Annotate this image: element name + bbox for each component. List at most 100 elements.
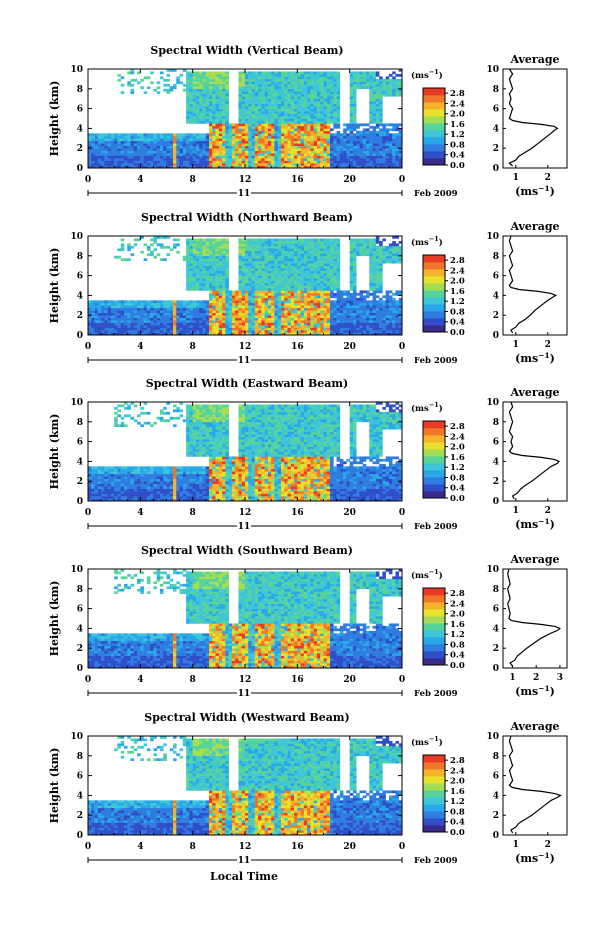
y-tick-label: 6 (77, 438, 83, 448)
colorbar-tick-label: 0.8 (450, 807, 465, 817)
colorbar-unit-label: (ms−1) (411, 68, 443, 81)
y-axis-label: Height (km) (48, 748, 61, 824)
colorbar-tick-label: 0.0 (450, 328, 465, 338)
colorbar-segment (423, 616, 445, 624)
colorbar-unit-label: (ms−1) (411, 401, 443, 414)
y-tick-label: 8 (77, 752, 83, 762)
avg-y-tick-label: 6 (493, 272, 499, 282)
avg-y-tick-label: 2 (493, 644, 499, 654)
avg-y-tick-label: 2 (493, 477, 499, 487)
y-axis-label: Height (km) (48, 581, 61, 657)
day-label: 11 (238, 356, 251, 366)
colorbar-frame (422, 754, 446, 833)
colorbar-segment (423, 102, 445, 110)
x-tick-label: 16 (291, 342, 304, 352)
colorbar-frame (422, 587, 446, 666)
x-tick-label: 0 (399, 175, 405, 185)
colorbar-tick-label: 2.0 (450, 277, 465, 287)
y-tick-label: 4 (77, 124, 83, 134)
colorbar-tick-label: 2.8 (450, 756, 465, 766)
colorbar-tick-label: 1.2 (450, 297, 465, 307)
colorbar-segment (423, 651, 445, 659)
panel-4: Spectral Width (Southward Beam)0246810He… (48, 544, 568, 699)
date-label: Feb 2009 (414, 856, 458, 866)
colorbar-segment (423, 151, 445, 159)
colorbar-segment (423, 449, 445, 457)
x-tick-label: 20 (343, 508, 356, 518)
colorbar-segment (423, 95, 445, 103)
colorbar-tick-label: 0.4 (450, 651, 465, 661)
avg-y-tick-label: 2 (493, 811, 499, 821)
colorbar-segment (423, 484, 445, 492)
avg-y-tick-label: 8 (493, 85, 499, 95)
colorbar-tick-label: 2.4 (450, 599, 465, 609)
y-axis-label: Height (km) (48, 81, 61, 157)
x-tick-label: 8 (190, 508, 196, 518)
x-tick-label: 0 (85, 675, 91, 685)
average-frame (502, 735, 568, 836)
colorbar-tick-label: 2.8 (450, 89, 465, 99)
average-frame (502, 235, 568, 336)
heatmap-field (88, 736, 402, 835)
colorbar-frame (422, 87, 446, 166)
colorbar-tick-label: 1.6 (450, 287, 465, 297)
colorbar-segment (423, 609, 445, 617)
x-tick-label: 0 (85, 342, 91, 352)
y-tick-label: 4 (77, 624, 83, 634)
colorbar-tick-label: 1.2 (450, 797, 465, 807)
colorbar-segment (423, 318, 445, 326)
x-tick-label: 12 (239, 675, 252, 685)
x-tick-label: 4 (137, 675, 143, 685)
colorbar-tick-label: 2.4 (450, 432, 465, 442)
panel-title: Spectral Width (Vertical Beam) (150, 44, 343, 57)
average-profile-line (508, 401, 560, 500)
avg-y-tick-label: 8 (493, 252, 499, 262)
avg-y-tick-label: 8 (493, 418, 499, 428)
x-tick-label: 8 (190, 842, 196, 852)
colorbar-tick-label: 0.4 (450, 318, 465, 328)
colorbar-tick-label: 1.2 (450, 130, 465, 140)
colorbar-segment (423, 491, 445, 499)
y-axis-label: Height (km) (48, 414, 61, 490)
average-frame (502, 68, 568, 169)
avg-y-tick-label: 10 (486, 565, 499, 575)
day-label-bg (237, 854, 251, 865)
y-tick-label: 10 (70, 65, 83, 75)
colorbar-segment (423, 123, 445, 131)
avg-x-tick-label: 2 (545, 340, 551, 350)
x-tick-label: 20 (343, 675, 356, 685)
day-label: 11 (238, 522, 251, 532)
colorbar-tick-label: 2.0 (450, 443, 465, 453)
colorbar-tick-label: 2.4 (450, 266, 465, 276)
average-frame (502, 568, 568, 669)
colorbar-segment (423, 623, 445, 631)
colorbar-segment (423, 158, 445, 166)
colorbar-tick-label: 0.0 (450, 661, 465, 671)
y-tick-label: 10 (70, 732, 83, 742)
avg-y-tick-label: 2 (493, 144, 499, 154)
colorbar-segment (423, 755, 445, 763)
y-tick-label: 0 (77, 164, 83, 174)
avg-y-tick-label: 6 (493, 438, 499, 448)
heatmap-field (88, 402, 402, 501)
x-tick-label: 16 (291, 842, 304, 852)
y-tick-label: 2 (77, 644, 83, 654)
colorbar-tick-label: 0.8 (450, 473, 465, 483)
x-tick-label: 12 (239, 842, 252, 852)
average-xlabel: (ms−1) (515, 184, 555, 198)
avg-y-tick-label: 8 (493, 585, 499, 595)
x-tick-label: 16 (291, 175, 304, 185)
colorbar-segment (423, 435, 445, 443)
colorbar-tick-label: 2.8 (450, 422, 465, 432)
y-tick-label: 0 (77, 664, 83, 674)
colorbar-tick-label: 1.6 (450, 453, 465, 463)
heatmap-field (88, 569, 402, 668)
colorbar-frame (422, 420, 446, 499)
date-label: Feb 2009 (414, 189, 458, 199)
colorbar-tick-label: 0.0 (450, 161, 465, 171)
colorbar-tick-label: 2.0 (450, 777, 465, 787)
